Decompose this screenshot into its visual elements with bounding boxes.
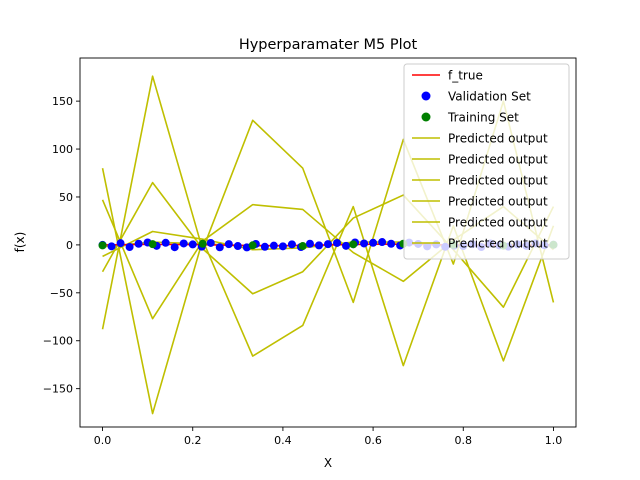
x-axis: 0.0 0.2 0.4 0.6 0.8 1.0: [94, 427, 562, 447]
y-tick-label: 100: [52, 143, 73, 156]
legend-label: Predicted output: [448, 237, 548, 251]
data-point: [125, 243, 134, 251]
legend-swatch-marker: [421, 91, 431, 101]
x-tick-label: 0.8: [455, 434, 473, 447]
legend-box: [403, 63, 570, 260]
legend-entry: Predicted output: [412, 132, 548, 146]
data-point: [98, 241, 107, 250]
legend-entry: Predicted output: [412, 237, 548, 251]
data-point: [287, 240, 296, 249]
data-point: [206, 238, 215, 247]
x-tick-label: 0.6: [364, 434, 382, 447]
legend-label: f_true: [448, 69, 483, 83]
y-tick-label: 0: [66, 239, 73, 252]
y-tick-label: −100: [43, 335, 73, 348]
legend-label: Predicted output: [448, 153, 548, 167]
data-point: [269, 241, 278, 250]
data-point: [233, 242, 242, 251]
legend-entry: Training Set: [421, 111, 519, 125]
legend-swatch-marker: [421, 112, 431, 122]
data-point: [215, 243, 224, 252]
legend-label: Predicted output: [448, 132, 548, 146]
data-point: [387, 239, 396, 248]
series-4: [101, 168, 555, 415]
y-tick-label: 150: [52, 95, 73, 108]
x-tick-label: 0.4: [274, 434, 292, 447]
legend-label: Predicted output: [448, 216, 548, 230]
legend-entry: Predicted output: [412, 174, 548, 188]
data-point: [170, 243, 179, 252]
data-point: [278, 242, 287, 251]
data-point: [161, 238, 170, 247]
data-point: [305, 239, 314, 248]
legend-label: Predicted output: [448, 174, 548, 188]
data-point: [349, 240, 358, 249]
y-axis: −150 −100 −50 0 50 100 150: [43, 95, 80, 396]
legend-entry: Validation Set: [421, 90, 531, 104]
data-point: [224, 240, 233, 249]
data-point: [378, 238, 387, 247]
series-line: [101, 168, 555, 415]
y-tick-label: −150: [43, 383, 73, 396]
y-tick-label: −50: [50, 287, 73, 300]
data-point: [314, 241, 323, 250]
y-tick-label: 50: [59, 191, 73, 204]
legend-label: Training Set: [447, 111, 519, 125]
data-point: [324, 240, 332, 249]
data-point: [260, 242, 269, 251]
legend-entry: Predicted output: [412, 216, 548, 230]
x-axis-label: X: [324, 456, 332, 470]
data-point: [360, 239, 369, 248]
legend-entry: Predicted output: [412, 195, 548, 209]
data-point: [248, 241, 257, 250]
data-point: [369, 238, 378, 247]
data-point: [198, 239, 207, 248]
chart-title: Hyperparamater M5 Plot: [239, 37, 418, 53]
data-point: [148, 240, 157, 249]
legend-entry: f_true: [412, 69, 483, 83]
x-tick-label: 0.0: [94, 434, 112, 447]
data-point: [333, 238, 342, 247]
x-tick-label: 1.0: [545, 434, 563, 447]
data-point: [188, 240, 197, 249]
legend: f_true Validation Set Training Set Predicte…: [403, 63, 570, 260]
y-axis-label: f(x): [13, 232, 27, 253]
data-point: [298, 242, 307, 251]
legend-entry: Predicted output: [412, 153, 548, 167]
data-point: [116, 239, 125, 248]
data-point: [342, 241, 351, 250]
x-tick-label: 0.2: [184, 434, 202, 447]
data-point: [134, 239, 143, 248]
data-point: [179, 239, 188, 248]
data-point: [107, 242, 116, 251]
plot-frame: [79, 57, 577, 428]
legend-label: Predicted output: [448, 195, 548, 209]
legend-label: Validation Set: [448, 90, 531, 104]
